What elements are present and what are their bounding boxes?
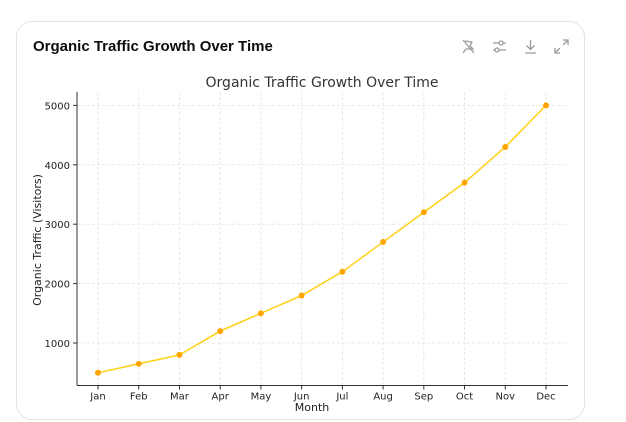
card-title: Organic Traffic Growth Over Time (33, 38, 273, 55)
y-tick-label: 1000 (45, 339, 70, 350)
x-tick-label: Dec (536, 392, 555, 403)
x-tick-label: Mar (170, 392, 190, 403)
x-tick-label: Jan (89, 392, 105, 403)
pin-off-icon[interactable] (460, 38, 477, 55)
sliders-icon[interactable] (491, 38, 508, 55)
data-point (339, 268, 346, 275)
chart-title: Organic Traffic Growth Over Time (206, 75, 439, 91)
data-point (543, 102, 549, 109)
chart-card: Organic Traffic Growth Over Time (16, 21, 585, 420)
data-point (380, 239, 387, 246)
data-point (176, 351, 183, 358)
download-icon[interactable] (522, 38, 539, 55)
data-point (95, 369, 101, 376)
y-tick-label: 5000 (45, 101, 70, 112)
x-axis-label: Month (295, 401, 330, 414)
data-point (298, 292, 305, 299)
y-tick-label: 4000 (45, 161, 70, 172)
data-point (420, 209, 427, 216)
x-tick-label: Aug (373, 392, 393, 403)
x-tick-label: Jul (335, 392, 348, 403)
x-tick-label: Apr (212, 392, 230, 403)
x-tick-label: Nov (496, 392, 516, 403)
data-point (257, 310, 264, 317)
expand-icon[interactable] (553, 38, 570, 55)
x-tick-label: May (251, 392, 272, 403)
y-tick-label: 3000 (45, 220, 70, 231)
data-point (461, 179, 468, 186)
data-point (502, 143, 509, 150)
data-point (217, 328, 224, 335)
x-tick-label: Sep (414, 392, 433, 403)
series-line (97, 104, 547, 374)
data-point (135, 360, 142, 367)
x-tick-label: Feb (130, 392, 148, 403)
x-tick-label: Oct (456, 392, 473, 403)
y-axis-label: Organic Traffic (Visitors) (31, 174, 44, 306)
y-tick-label: 2000 (45, 280, 70, 291)
x-tick-label: Jun (293, 392, 310, 403)
